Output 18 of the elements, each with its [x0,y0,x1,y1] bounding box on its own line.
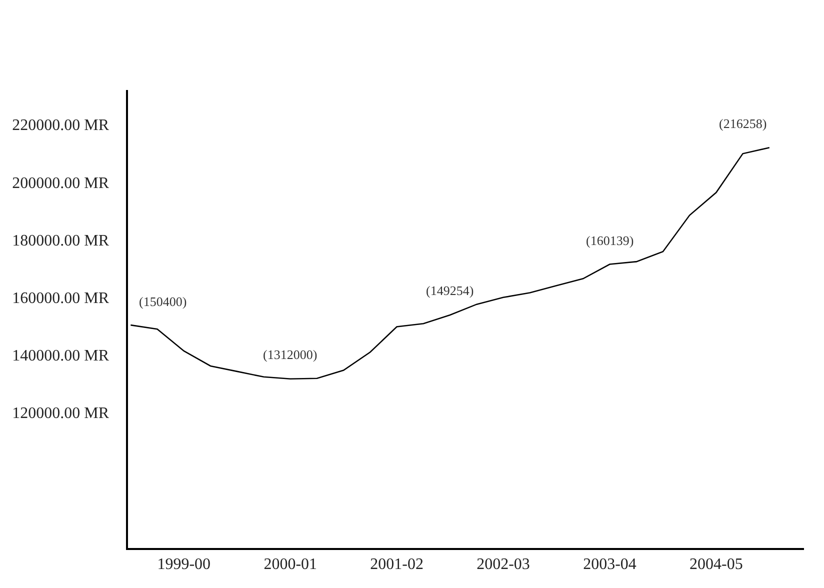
y-tick-label: 200000.00 MR [12,174,110,192]
y-tick-label: 120000.00 MR [12,405,110,422]
x-tick-label: 2003-04 [583,556,636,573]
annotation: (160139) [586,233,634,248]
line-series [130,146,770,380]
x-tick-label: 2001-02 [370,556,424,573]
annotation: (1312000) [263,347,318,362]
y-tick-label: 140000.00 MR [12,348,110,365]
x-tick-label: 2000-01 [264,556,318,573]
annotation: (150400) [139,294,187,309]
annotation: (149254) [426,283,474,298]
y-tick-label: 220000.00 MR [12,117,110,134]
x-tick-label: 2002-03 [476,556,530,573]
y-tick-label: 180000.00 MR [12,232,110,250]
annotation: (216258) [719,116,767,131]
x-tick-label: 1999-00 [157,556,211,573]
x-tick-label: 2004-05 [690,556,743,573]
y-tick-label: 160000.00 MR [12,290,110,307]
